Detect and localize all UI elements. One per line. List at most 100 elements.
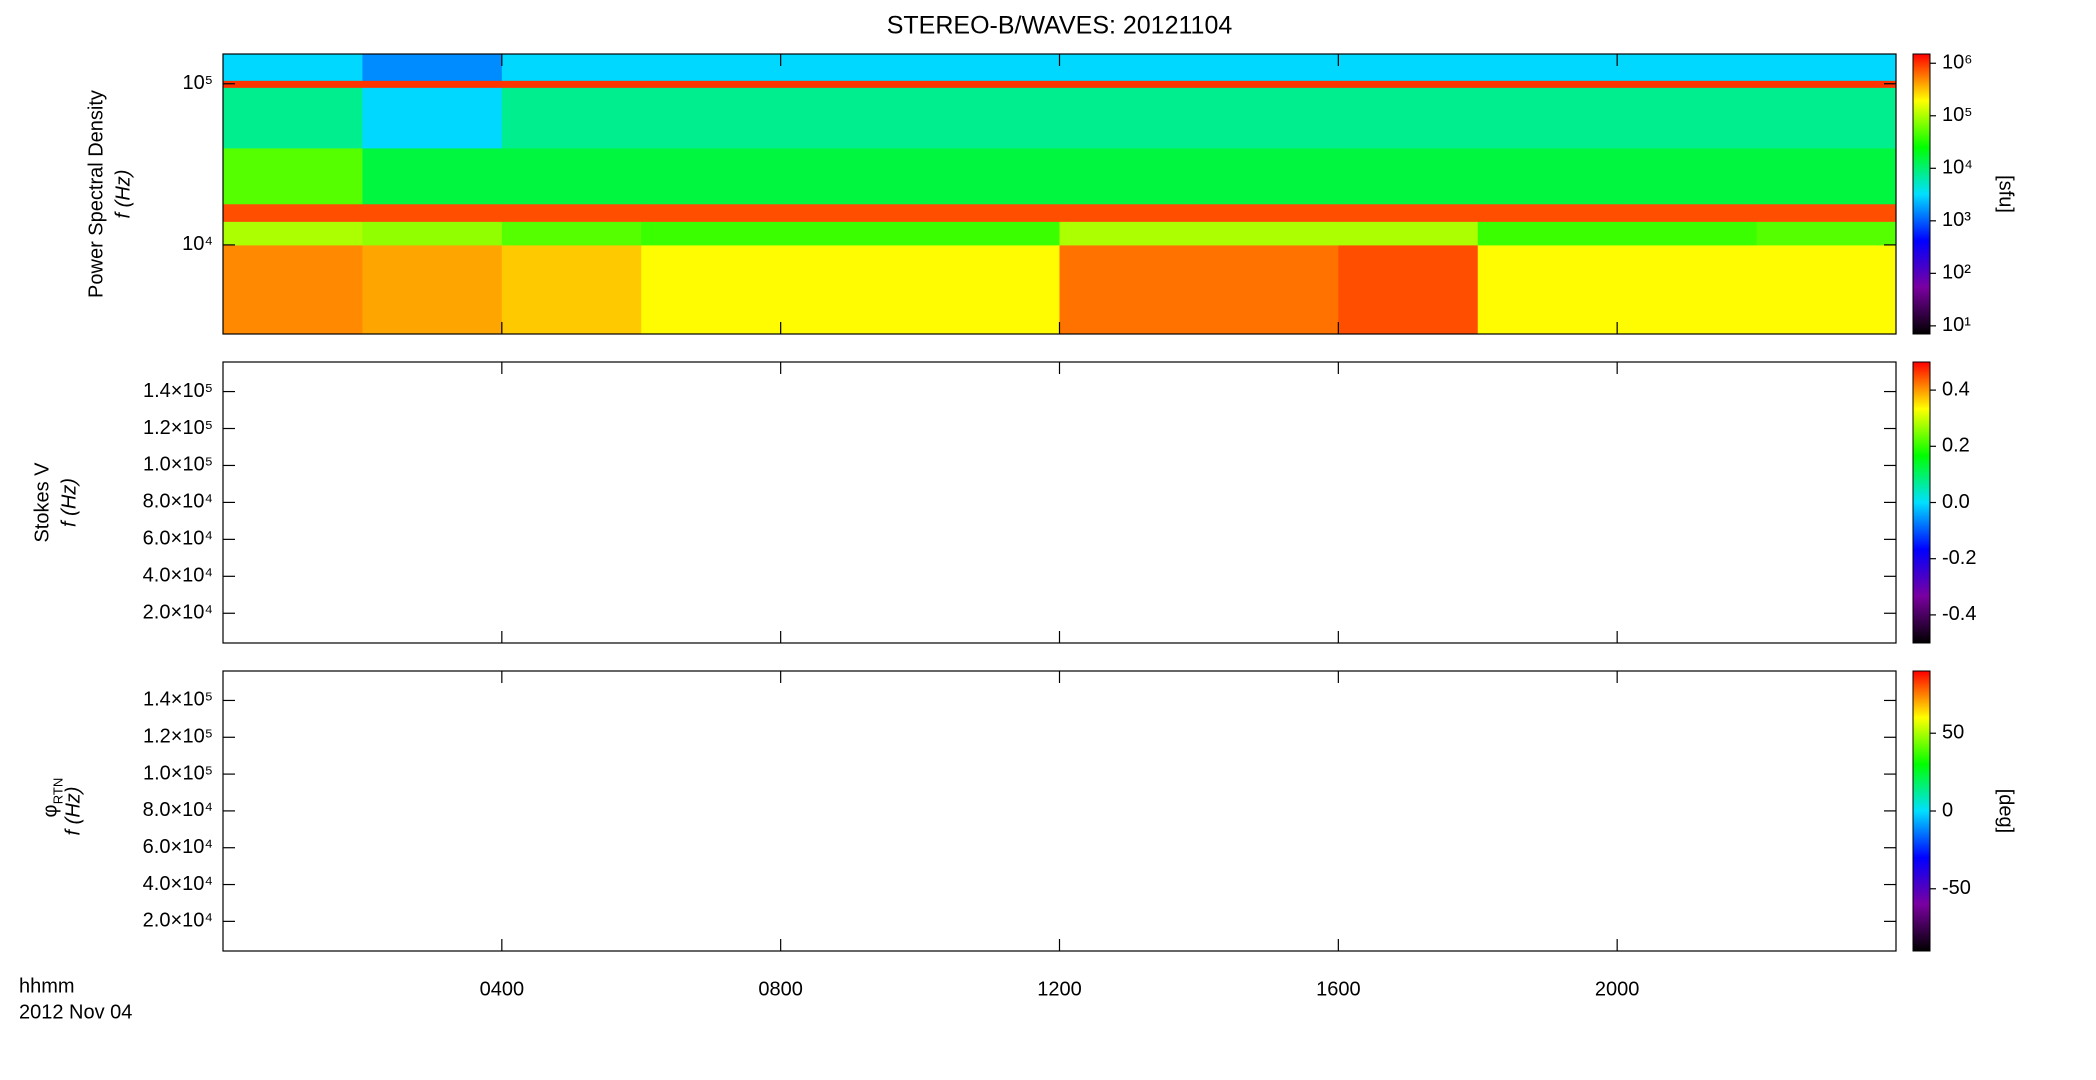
colorbar-tick-label: 10⁶ bbox=[1942, 52, 1972, 74]
spectrogram-cell bbox=[920, 87, 1060, 149]
colorbar-tick-label: 10⁵ bbox=[1942, 104, 1973, 126]
spectrogram-cell bbox=[501, 203, 642, 222]
spectrogram-cell bbox=[1059, 147, 1200, 205]
spectrogram-cell bbox=[501, 54, 642, 81]
x-tick-label: 1200 bbox=[1037, 978, 1082, 1000]
colorbar bbox=[1912, 53, 1931, 335]
spectrogram-cell bbox=[1059, 244, 1200, 335]
spectrogram-cell bbox=[780, 54, 921, 81]
colorbar-tick-label: 0.0 bbox=[1942, 491, 1970, 513]
spectrogram-cell bbox=[920, 80, 1060, 88]
y-tick-label: 10⁵ bbox=[182, 72, 213, 94]
spectrogram-cell bbox=[920, 203, 1060, 222]
colorbar-tick-label: 0 bbox=[1942, 799, 1953, 821]
spectrogram-cell bbox=[1617, 221, 1758, 246]
spectrogram-cell bbox=[223, 221, 363, 246]
spectrogram-cell bbox=[1477, 87, 1618, 149]
spectrogram-cell bbox=[1198, 147, 1339, 205]
spectrogram-cell bbox=[1059, 221, 1200, 246]
spectrogram-cell bbox=[362, 221, 503, 246]
spectrogram-cell bbox=[1756, 147, 1897, 205]
spectrogram-cell bbox=[1338, 87, 1479, 149]
spectrogram-cell bbox=[1338, 147, 1479, 205]
spectrogram-cell bbox=[920, 221, 1060, 246]
colorbar-tick-label: 10⁴ bbox=[1942, 157, 1973, 179]
spectrogram-cell bbox=[501, 80, 642, 88]
spectrogram-cell bbox=[1617, 87, 1758, 149]
spectrogram-cell bbox=[780, 221, 921, 246]
date-label: 2012 Nov 04 bbox=[19, 1001, 132, 1023]
spectrogram-cell bbox=[362, 147, 503, 205]
y-tick-label: 8.0×10⁴ bbox=[143, 799, 213, 821]
y-tick-label: 1.0×10⁵ bbox=[143, 454, 213, 476]
spectrogram-cell bbox=[780, 87, 921, 149]
spectrogram-cell bbox=[641, 221, 782, 246]
spectrogram-cell bbox=[1756, 87, 1897, 149]
colorbar-tick-label: -0.2 bbox=[1942, 547, 1976, 569]
spectrogram-cell bbox=[920, 244, 1060, 335]
spectrogram-cell bbox=[223, 54, 363, 81]
spectrogram-cell bbox=[1617, 147, 1758, 205]
spectrogram-cell bbox=[641, 203, 782, 222]
spectrogram-cell bbox=[641, 87, 782, 149]
colorbar-tick-label: -0.4 bbox=[1942, 603, 1976, 625]
spectrogram-cell bbox=[1617, 54, 1758, 81]
x-tick-label: 0800 bbox=[758, 978, 803, 1000]
x-tick-label: 0400 bbox=[480, 978, 525, 1000]
y-tick-label: 2.0×10⁴ bbox=[143, 910, 213, 932]
spectrogram-cell bbox=[1756, 80, 1897, 88]
y-axis-label: f (Hz) bbox=[58, 478, 80, 527]
y-tick-label: 1.2×10⁵ bbox=[143, 417, 213, 439]
spectrogram-cell bbox=[1338, 244, 1479, 335]
y-tick-label: 2.0×10⁴ bbox=[143, 602, 213, 624]
spectrogram-cell bbox=[641, 244, 782, 335]
spectrogram-cell bbox=[1617, 244, 1758, 335]
colorbar-tick-label: 0.2 bbox=[1942, 435, 1970, 457]
chart-title: STEREO-B/WAVES: 20121104 bbox=[887, 12, 1233, 40]
spectrogram-cell bbox=[1198, 54, 1339, 81]
y-axis-label: Power Spectral Density bbox=[85, 90, 107, 298]
spectrogram-cell bbox=[641, 80, 782, 88]
y-tick-label: 1.4×10⁵ bbox=[143, 380, 213, 402]
spectrogram-cell bbox=[1198, 244, 1339, 335]
spectrogram-cell bbox=[362, 87, 503, 149]
spectrogram-cell bbox=[1477, 54, 1618, 81]
spectrogram-cell bbox=[223, 80, 363, 88]
spectrogram-cell bbox=[920, 54, 1060, 81]
spectrogram-cell bbox=[920, 147, 1060, 205]
x-tick-label: 2000 bbox=[1595, 978, 1640, 1000]
y-tick-label: 1.0×10⁵ bbox=[143, 762, 213, 784]
spectrogram-cell bbox=[1338, 221, 1479, 246]
spectrogram-cell bbox=[780, 244, 921, 335]
y-axis-label: Stokes V bbox=[31, 462, 53, 543]
spectrogram-cell bbox=[1198, 221, 1339, 246]
spectrogram-cell bbox=[223, 203, 363, 222]
spectrogram-cell bbox=[641, 54, 782, 81]
colorbar-label: [sfu] bbox=[1995, 175, 2017, 213]
y-tick-label: 1.2×10⁵ bbox=[143, 726, 213, 748]
spectrogram-cell bbox=[1059, 80, 1200, 88]
plot-frame bbox=[222, 361, 1897, 644]
spectrogram-cell bbox=[362, 203, 503, 222]
colorbar-tick-label: 0.4 bbox=[1942, 378, 1970, 400]
colorbar-tick-label: 50 bbox=[1942, 722, 1964, 744]
y-tick-label: 1.4×10⁵ bbox=[143, 689, 213, 711]
spectrogram-cell bbox=[1477, 203, 1618, 222]
y-axis-label: f (Hz) bbox=[62, 787, 84, 836]
spectrogram-cell bbox=[1617, 203, 1758, 222]
spectrogram-cell bbox=[641, 147, 782, 205]
spectrogram-cell bbox=[1338, 80, 1479, 88]
spectrogram-cell bbox=[1477, 244, 1618, 335]
spectrogram-cell bbox=[1198, 203, 1339, 222]
spectrogram-cell bbox=[780, 80, 921, 88]
spectrogram-cell bbox=[1477, 80, 1618, 88]
colorbar-tick-label: 10² bbox=[1942, 262, 1971, 284]
spectrogram-cell bbox=[501, 87, 642, 149]
y-axis-label-subscript: RTN bbox=[50, 778, 65, 804]
y-tick-label: 6.0×10⁴ bbox=[143, 836, 213, 858]
x-axis-label: hhmm bbox=[19, 975, 75, 997]
colorbar-tick-label: -50 bbox=[1942, 877, 1971, 899]
spectrogram-cell bbox=[223, 244, 363, 335]
y-tick-label: 6.0×10⁴ bbox=[143, 528, 213, 550]
